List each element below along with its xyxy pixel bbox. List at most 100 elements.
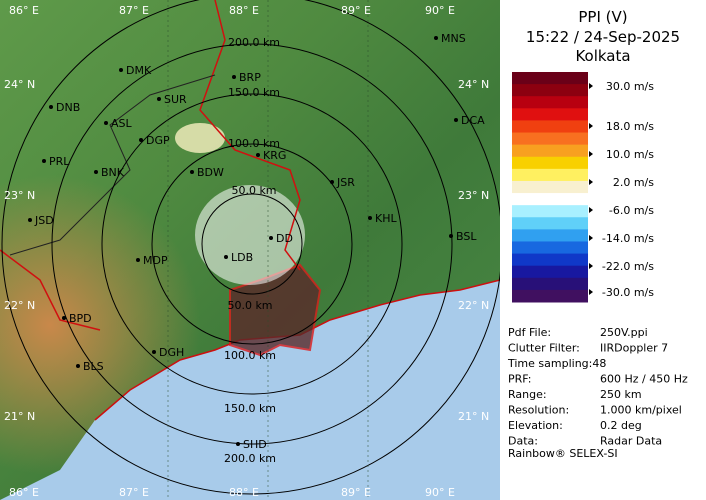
range-label: 200.0 km [224, 452, 276, 465]
sea [0, 280, 500, 500]
range-ring [101, 93, 403, 395]
range-ring [201, 193, 303, 295]
legend-swatch [512, 72, 588, 85]
legend-label: 18.0 m/s [606, 120, 654, 133]
latitude-label: 23° N [4, 189, 35, 202]
longitude-label: 89° E [341, 486, 371, 499]
legend-swatch [512, 180, 588, 194]
legend-label: -6.0 m/s [609, 204, 654, 217]
latitude-label: 24° N [4, 78, 35, 91]
city-dot [434, 36, 438, 40]
city-label: SHD [243, 438, 267, 451]
city-label: DD [276, 232, 293, 245]
info-value: 600 Hz / 450 Hz [600, 373, 688, 386]
legend-swatch [512, 229, 588, 242]
panel-title: PPI (V) [578, 8, 627, 26]
city-dot [76, 364, 80, 368]
legend-swatch [512, 193, 588, 206]
legend-arrow [589, 179, 593, 185]
range-label: 100.0 km [224, 349, 276, 362]
city-dot [104, 121, 108, 125]
info-key: PRF: [508, 373, 531, 386]
info-value: Radar Data [600, 435, 662, 448]
echo [175, 123, 225, 153]
city-label: KRG [263, 149, 286, 162]
city-dot [232, 75, 236, 79]
city-label: SUR [164, 93, 187, 106]
city-dot [139, 138, 143, 142]
city-label: KHL [375, 212, 397, 225]
city-dot [449, 234, 453, 238]
city-dot [49, 105, 53, 109]
longitude-label: 89° E [341, 4, 371, 17]
city-dot [269, 236, 273, 240]
legend-label: -14.0 m/s [602, 232, 654, 245]
info-value: IIRDoppler 7 [600, 342, 668, 355]
legend-swatch [512, 253, 588, 267]
legend-swatch [512, 108, 588, 121]
city-label: DGH [159, 346, 184, 359]
legend-label: -22.0 m/s [602, 260, 654, 273]
legend-swatch [512, 96, 588, 109]
city-dot [28, 218, 32, 222]
map-labels: 86° E 86° E 87° E 87° E 88° E 88° E 89° E 89° E… [4, 4, 489, 499]
panel-time: 15:22 / 24-Sep-2025 [526, 28, 680, 46]
city-label: DGP [146, 134, 170, 147]
city-label: JSR [336, 176, 355, 189]
panel: PPI (V) 15:22 / 24-Sep-2025 Kolkata 30.0… [507, 8, 688, 460]
legend-swatch [512, 132, 588, 146]
info-key: Time sampling:48 [507, 357, 606, 370]
latitude-label: 23° N [458, 189, 489, 202]
legend-swatch [512, 156, 588, 170]
city-label: JSD [34, 214, 54, 227]
legend-swatch [512, 277, 588, 291]
legend-label: 30.0 m/s [606, 80, 654, 93]
latitude-label: 24° N [458, 78, 489, 91]
color-legend: 30.0 m/s 18.0 m/s 10.0 m/s 2.0 m/s -6.0 m/s -… [512, 72, 654, 303]
city-dot [256, 153, 260, 157]
border [199, 0, 301, 271]
legend-arrow [589, 83, 593, 89]
longitude-label: 88° E [229, 486, 259, 499]
legend-arrow [589, 289, 593, 295]
range-label: 200.0 km [228, 36, 280, 49]
city-label: BLS [83, 360, 104, 373]
range-ring [151, 143, 353, 345]
range-label: 50.0 km [231, 184, 276, 197]
city-label: MDP [143, 254, 168, 267]
city-dot [94, 170, 98, 174]
latitude-label: 21° N [4, 410, 35, 423]
info-value: 250V.ppi [600, 326, 648, 339]
footer: Rainbow® SELEX-SI [508, 447, 618, 460]
city-label: MNS [441, 32, 466, 45]
range-ring [51, 43, 453, 445]
legend-arrow [589, 207, 593, 213]
info-key: Elevation: [508, 419, 563, 432]
city-label: PRL [49, 155, 70, 168]
info-table: Pdf File: 250V.ppi Clutter Filter: IIRDoppl… [507, 326, 688, 448]
city-dot [152, 350, 156, 354]
city-label: LDB [231, 251, 253, 264]
range-label: 50.0 km [227, 299, 272, 312]
city-label: BPD [69, 312, 92, 325]
info-key: Clutter Filter: [508, 342, 580, 355]
district-line [9, 74, 216, 256]
city-label: DMK [126, 64, 152, 77]
city-dot [136, 258, 140, 262]
info-value: 0.2 deg [600, 419, 642, 432]
legend-label: 10.0 m/s [606, 148, 654, 161]
legend-swatch [512, 205, 588, 218]
city-dot [368, 216, 372, 220]
longitude-label: 87° E [119, 486, 149, 499]
longitude-label: 90° E [425, 4, 455, 17]
info-value: 1.000 km/pixel [600, 404, 682, 417]
legend-swatch [512, 120, 588, 134]
legend-arrow [589, 235, 593, 241]
city-dot [330, 180, 334, 184]
latitude-label: 22° N [458, 299, 489, 312]
city-dot [224, 255, 228, 259]
border [0, 249, 101, 331]
city-label: BSL [456, 230, 477, 243]
